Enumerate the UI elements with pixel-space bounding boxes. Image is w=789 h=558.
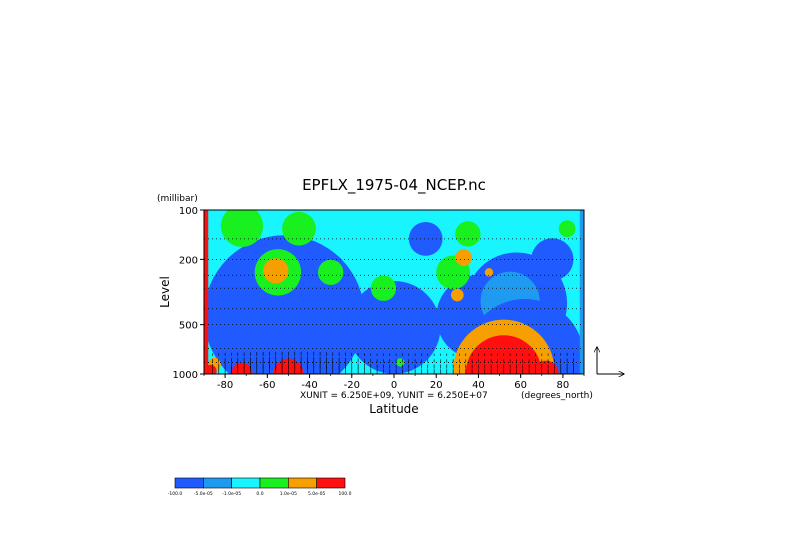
colorbar-label: 1.0e-05: [280, 491, 297, 497]
y-tick-label: 200: [179, 255, 198, 266]
y-axis-label: Level: [158, 276, 172, 308]
x-unit-label: (degrees_north): [521, 391, 593, 401]
colorbar-label: -1.0e-05: [222, 491, 241, 497]
colorbar-label: 0.0: [256, 491, 263, 497]
contour-region-17: [263, 258, 289, 284]
y-tick-label: 100: [179, 206, 198, 217]
colorbar-swatch: [231, 477, 261, 489]
contour-region-20: [484, 268, 494, 277]
contour-region-19: [451, 288, 464, 302]
contour-region-2: [294, 277, 316, 299]
contour-region-12: [318, 259, 344, 286]
colorbar-swatch: [203, 477, 232, 489]
contour-region-9: [220, 210, 264, 247]
contour-region-30: [533, 360, 559, 374]
contour-region-15: [455, 221, 481, 247]
colorbar-label: 5.0e-05: [308, 491, 325, 497]
x-tick-label: 60: [514, 380, 527, 391]
x-tick-label: -80: [217, 380, 233, 391]
x-tick-label: 40: [472, 380, 485, 391]
vector-scale-text: XUNIT = 6.250E+09, YUNIT = 6.250E+07: [300, 391, 488, 401]
contour-region-6: [408, 221, 443, 256]
x-tick-label: -40: [301, 380, 317, 391]
contour-region-13: [370, 275, 397, 301]
contour-region-26: [231, 362, 253, 374]
colorbar-swatch: [174, 477, 204, 489]
colorbar-swatch: [288, 477, 317, 489]
chart-title: EPFLX_1975-04_NCEP.nc: [302, 176, 486, 195]
x-tick-label: 0: [391, 380, 397, 391]
plot-area: [203, 209, 585, 375]
y-tick-label: 500: [179, 321, 198, 332]
colorbar: -100.0 -5.0e-05 -1.0e-05 0.0 1.0e-05 5.0e-05 1…: [168, 477, 352, 497]
colorbar-label: 100.0: [339, 491, 352, 497]
edge-band-1: [579, 210, 584, 374]
x-tick-label: 80: [557, 380, 570, 391]
y-unit-label: (millibar): [157, 194, 198, 204]
x-tick-label: -60: [259, 380, 275, 391]
x-axis-label: Latitude: [369, 402, 418, 416]
x-tick-label: 20: [430, 380, 443, 391]
contour-region-10: [282, 211, 316, 246]
contour-region-16: [558, 220, 576, 238]
contour-region-3: [347, 280, 441, 374]
colorbar-label: -5.0e-05: [194, 491, 213, 497]
colorbar-swatch: [316, 477, 346, 489]
colorbar-label: -100.0: [168, 491, 183, 497]
reference-vector-arrows: [597, 347, 624, 374]
contour-region-18: [455, 249, 473, 267]
x-tick-label: -20: [344, 380, 360, 391]
colorbar-swatch: [259, 477, 289, 489]
y-tick-label: 1000: [173, 370, 198, 381]
edge-band-0: [204, 210, 209, 374]
